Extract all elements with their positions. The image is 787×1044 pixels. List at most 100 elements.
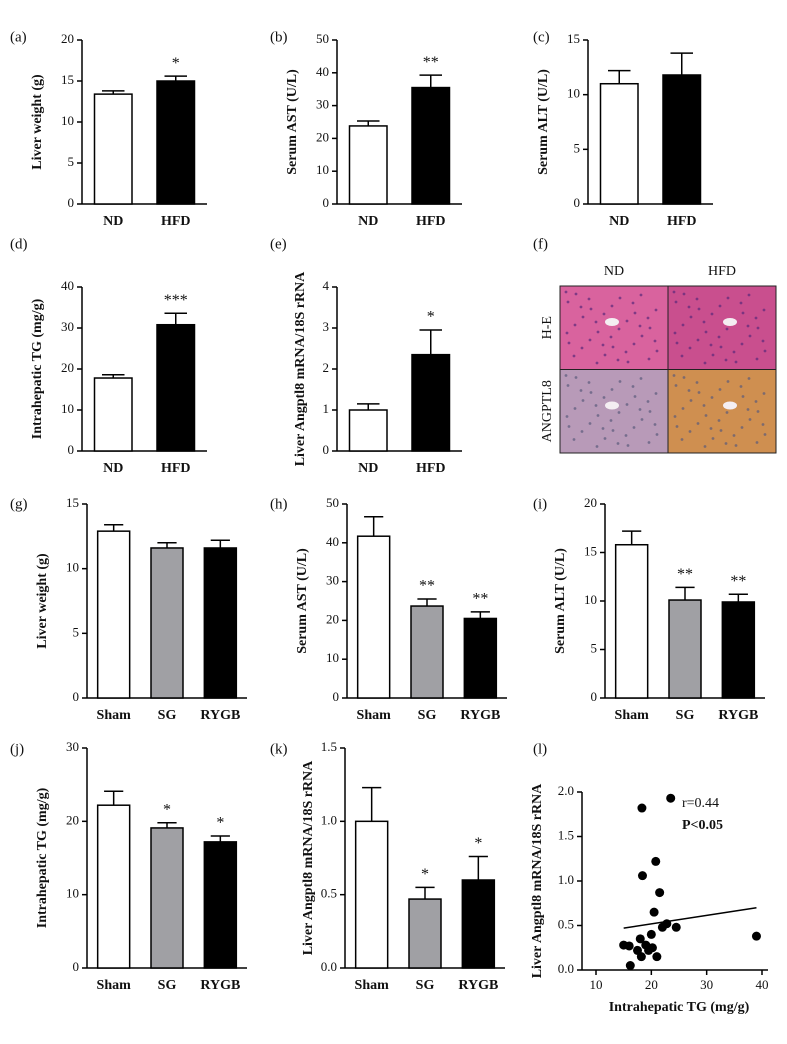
- nucleus: [761, 339, 765, 343]
- nucleus: [611, 429, 615, 432]
- nucleus: [596, 414, 600, 417]
- nucleus: [603, 353, 607, 357]
- y-axis-label: Liver Angptl8 mRNA/18S rRNA: [293, 271, 308, 466]
- bar: [356, 535, 391, 699]
- y-tick-label: 1.0: [558, 872, 574, 887]
- bar: [96, 530, 131, 699]
- y-tick-label: 0: [333, 689, 340, 704]
- nucleus: [696, 422, 700, 425]
- point: [637, 803, 647, 813]
- point: [646, 929, 656, 939]
- y-tick-label: 20: [326, 611, 339, 626]
- bar: [662, 74, 702, 205]
- nucleus: [624, 434, 628, 437]
- bar: [96, 804, 131, 969]
- y-tick-label: 4: [323, 278, 330, 293]
- nucleus: [647, 357, 651, 361]
- nucleus: [703, 445, 707, 448]
- nucleus: [589, 307, 593, 311]
- x-tick-label: Sham: [97, 708, 132, 723]
- y-tick-label: 0.0: [321, 959, 337, 974]
- point: [655, 888, 665, 898]
- point: [651, 856, 661, 866]
- nucleus: [724, 358, 728, 362]
- y-tick-label: 0: [323, 442, 330, 457]
- nucleus: [725, 411, 729, 414]
- nucleus: [609, 335, 613, 339]
- nucleus: [741, 311, 745, 315]
- nucleus: [633, 395, 637, 398]
- x-tick-label: RYGB: [718, 708, 758, 723]
- nucleus: [689, 399, 693, 402]
- x-tick-label: Sham: [615, 708, 650, 723]
- nucleus: [740, 426, 744, 429]
- y-tick-label: 0: [323, 195, 330, 210]
- y-tick-label: 5: [574, 140, 581, 155]
- y-tick-label: 5: [68, 154, 75, 169]
- nucleus: [567, 425, 571, 428]
- nucleus: [565, 331, 569, 335]
- nucleus: [710, 396, 714, 399]
- nucleus: [717, 335, 721, 339]
- significance: *: [474, 835, 482, 852]
- bar: [599, 82, 639, 205]
- nucleus: [646, 400, 650, 403]
- x-tick-label: 40: [756, 977, 769, 992]
- y-tick-label: 0.5: [558, 916, 574, 931]
- nucleus: [673, 415, 677, 418]
- y-tick-label: 0: [73, 959, 80, 974]
- nucleus: [655, 349, 659, 353]
- nucleus: [703, 361, 707, 365]
- nucleus: [574, 376, 578, 379]
- nucleus: [567, 341, 571, 345]
- nucleus: [726, 380, 730, 383]
- nucleus: [626, 360, 630, 364]
- nucleus: [725, 327, 729, 331]
- nucleus: [739, 385, 743, 388]
- x-tick-label: ND: [103, 461, 123, 476]
- bar: [411, 353, 451, 452]
- x-tick-label: RYGB: [200, 708, 240, 723]
- significance: *: [163, 801, 171, 818]
- bar: [150, 547, 184, 699]
- nucleus: [741, 395, 745, 398]
- y-tick-label: 40: [61, 278, 74, 293]
- y-tick-label: 0.0: [558, 961, 574, 976]
- bar: [156, 323, 196, 452]
- x-tick-label: SG: [676, 708, 695, 723]
- nucleus: [674, 300, 678, 304]
- x-tick-label: Sham: [97, 978, 132, 993]
- nucleus: [594, 404, 598, 407]
- nucleus: [588, 338, 592, 342]
- nucleus: [746, 324, 750, 328]
- nucleus: [711, 437, 715, 440]
- y-tick-label: 1: [323, 401, 330, 416]
- y-axis-label: Intrahepatic TG (mg/g): [35, 787, 50, 928]
- nucleus: [711, 353, 715, 357]
- x-tick-label: RYGB: [460, 708, 500, 723]
- x-axis-label: Intrahepatic TG (mg/g): [609, 1000, 750, 1015]
- micrograph: [667, 285, 777, 370]
- nucleus: [653, 423, 657, 426]
- panel-label: (f): [533, 236, 548, 252]
- y-tick-label: 30: [66, 739, 79, 754]
- x-tick-label: SG: [416, 978, 435, 993]
- significance: *: [421, 866, 429, 883]
- nucleus: [579, 305, 583, 309]
- nucleus: [726, 296, 730, 300]
- point: [662, 919, 672, 929]
- nucleus: [696, 338, 700, 342]
- nucleus: [564, 374, 568, 377]
- y-tick-label: 0: [68, 442, 75, 457]
- bar: [156, 80, 196, 205]
- x-tick-label: 10: [590, 977, 603, 992]
- nucleus: [682, 292, 686, 296]
- nucleus: [654, 392, 658, 395]
- nucleus: [580, 346, 584, 350]
- nucleus: [717, 419, 721, 422]
- y-tick-label: 10: [61, 401, 74, 416]
- y-tick-label: 20: [316, 129, 329, 144]
- significance: *: [427, 309, 435, 326]
- vessel: [723, 401, 737, 410]
- nucleus: [718, 388, 722, 391]
